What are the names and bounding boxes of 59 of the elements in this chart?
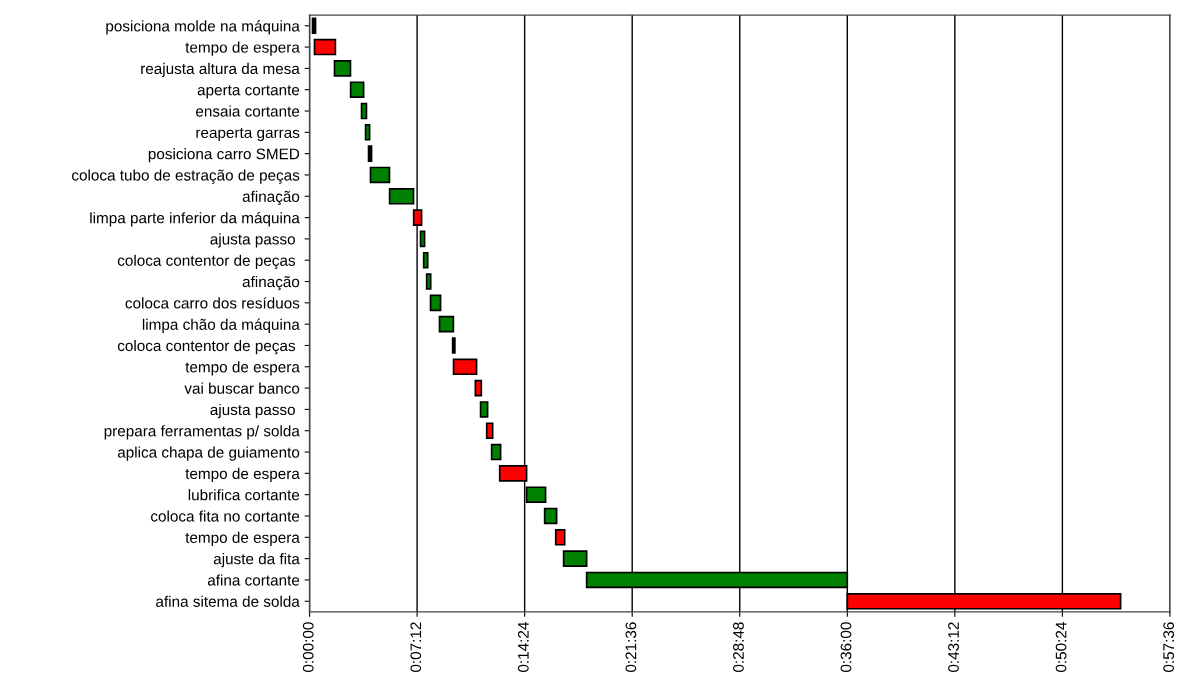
bar	[490, 443, 502, 461]
bar	[349, 81, 365, 98]
y-tick-label: tempo de espera	[185, 41, 300, 56]
y-tick-label: coloca contentor de peças	[117, 339, 296, 355]
bar	[485, 422, 494, 440]
bar	[364, 124, 371, 141]
bar	[429, 294, 442, 312]
x-tick-label: 0:21:36	[625, 622, 637, 673]
bar	[479, 401, 489, 418]
x-tick-label: 0:28:48	[733, 622, 744, 673]
x-tick-label: 0:43:12	[948, 622, 959, 673]
y-tick-label: coloca carro dos resíduos	[125, 297, 300, 309]
y-tick-label: afina sitema de solda	[156, 595, 300, 607]
x-tick-label: 0:07:12	[410, 622, 422, 673]
y-tick-label: prepara ferramentas p/ solda	[104, 425, 300, 440]
y-tick-label: ajusta passo	[210, 233, 295, 248]
y-tick-label: reajusta altura da mesa	[141, 62, 300, 78]
bar	[333, 60, 352, 77]
y-tick-label: reaperta garras	[196, 127, 300, 142]
bar	[425, 273, 432, 290]
y-tick-label: coloca fita no cortante	[151, 510, 300, 522]
y-tick-label: aplica chapa de guiamento	[117, 446, 300, 461]
x-tick-label: 0:57:36	[1163, 622, 1175, 673]
y-tick-label: ajuste da fita	[213, 553, 300, 568]
x-tick-label: 0:00:00	[302, 622, 314, 673]
bar	[360, 102, 368, 120]
y-tick-label: posiciona molde na máquina	[106, 20, 300, 35]
bar	[554, 529, 566, 546]
bar	[451, 337, 456, 354]
y-tick-label: posiciona carro SMED	[148, 148, 300, 163]
bar	[452, 358, 478, 376]
y-tick-label: tempo de espera	[185, 531, 300, 547]
bar	[422, 251, 429, 269]
y-tick-label: aperta cortante	[197, 85, 300, 99]
bar	[562, 550, 588, 567]
y-tick-label: afinação	[242, 275, 300, 291]
y-tick-label: ensaia cortante	[196, 105, 300, 117]
y-tick-label: limpa parte inferior da máquina	[90, 211, 300, 227]
bar	[313, 38, 337, 56]
y-tick-label: vai buscar banco	[184, 382, 300, 394]
bar	[543, 507, 558, 525]
y-tick-label: tempo de espera	[185, 361, 300, 376]
x-tick-label: 0:14:24	[517, 622, 529, 673]
y-tick-label: coloca tubo de estração de peças	[72, 169, 300, 184]
y-tick-label: coloca contentor de peças	[117, 254, 296, 269]
x-tick-label: 0:36:00	[840, 622, 852, 673]
bar	[388, 187, 415, 205]
y-tick-label: afinação	[242, 190, 300, 206]
x-tick-label: 0:50:24	[1055, 622, 1067, 673]
bar	[474, 379, 483, 397]
y-tick-label: limpa chão da máquina	[142, 318, 300, 333]
bar	[438, 315, 455, 333]
y-tick-label: ajusta passo	[210, 403, 295, 419]
y-tick-label: afina cortante	[207, 574, 300, 586]
y-tick-label: lubrifica cortante	[188, 489, 300, 501]
bar	[311, 17, 317, 35]
bar	[369, 166, 391, 184]
y-tick-label: tempo de espera	[185, 467, 300, 483]
bar	[367, 145, 373, 162]
